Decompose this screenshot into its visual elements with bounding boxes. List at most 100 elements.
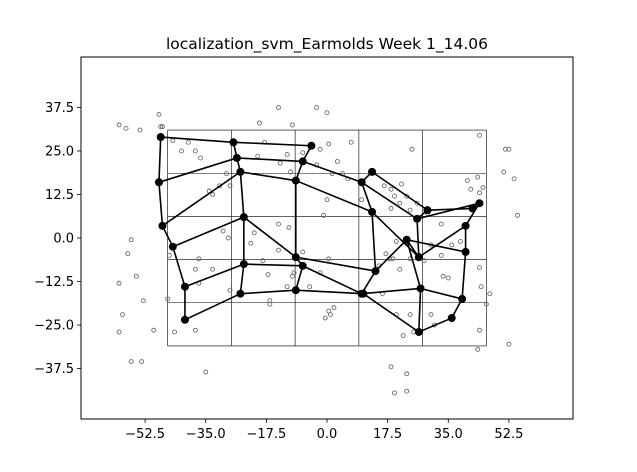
sample-point [286,225,292,231]
sample-point [506,341,512,347]
sample-point [475,174,481,180]
sample-point [192,327,198,333]
map-node [357,178,366,187]
sample-point [359,197,365,203]
map-node [291,176,300,185]
map-edge [416,218,420,258]
sample-point [483,301,489,307]
sample-point [407,207,413,213]
sample-point [307,284,313,290]
sample-point [414,200,420,206]
sample-point [477,265,482,271]
sample-point [227,183,233,189]
map-node [447,314,456,323]
map-edge [302,265,362,295]
map-node [475,199,484,208]
map-node [229,138,238,147]
map-nodes [154,133,484,336]
sample-point [137,127,143,133]
sample-point [277,160,283,166]
sample-point [397,200,403,206]
sample-point [284,152,290,157]
sample-point [265,272,271,277]
sample-point [381,183,387,189]
sample-point [251,230,257,236]
sample-point [326,256,332,262]
map-edge [371,211,377,272]
map-edge [161,171,241,227]
sample-point [477,327,482,333]
map-edge [361,287,421,295]
sample-point [388,205,394,211]
sample-point [224,171,229,177]
x-axis: −52.5 −35.0 −17.5 0.0 17.5 35.0 52.5 [125,419,523,442]
sample-point [276,221,281,227]
map-edge [236,157,303,163]
sample-point [404,388,410,394]
map-node [291,253,300,262]
map-edge [427,207,473,211]
sample-point [324,197,330,203]
sample-point [172,329,177,335]
sample-point [185,139,191,145]
map-edge [243,263,303,267]
plot-frame [80,56,574,420]
sample-point [276,105,281,110]
sample-point [478,284,484,290]
map-edge [371,171,428,211]
map-edge [464,202,481,227]
map-node [158,221,167,230]
map-node [298,157,307,166]
sample-point [140,298,146,304]
map-edge [184,263,245,288]
map-edge [295,289,364,295]
sample-point [409,146,415,152]
sample-point [128,359,134,365]
sample-point [317,146,323,152]
sample-point [399,181,404,187]
x-tick-label: 52.5 [494,427,523,442]
sample-point [324,110,330,116]
sample-point [289,122,295,128]
sample-point [300,150,306,156]
sample-point [407,312,413,318]
map-node [239,260,248,269]
x-tick-label: −52.5 [125,427,165,442]
sample-point [477,132,482,138]
sample-point [165,296,171,302]
map-node [368,167,377,176]
sample-point [227,287,233,293]
map-node [154,178,163,187]
sample-point [248,240,254,246]
map-edge [240,171,296,182]
map-edge [360,182,373,213]
sample-point [506,146,512,152]
map-edge [374,239,408,272]
sample-point [198,155,203,161]
map-node [236,167,245,176]
sample-point [133,273,139,279]
sample-point [255,153,261,159]
y-tick-label: −37.5 [34,362,74,377]
sample-point [288,169,294,175]
sample-point [388,186,394,192]
x-tick-label: 17.5 [373,427,402,442]
map-node [239,213,248,222]
sample-point [139,359,145,365]
sample-point [321,212,326,218]
sample-point [210,266,216,272]
map-edge [371,211,420,258]
sample-point [328,312,333,318]
sample-point [326,141,332,147]
sample-point [501,169,507,175]
map-node [414,253,423,262]
sample-points [116,105,521,396]
x-tick-label: 35.0 [434,427,463,442]
map-node [371,267,380,276]
map-edge [158,137,162,183]
sample-point [457,239,463,244]
sample-point [192,148,198,154]
y-axis: 37.5 25.0 12.5 0.0 −12.5 −25.0 −37.5 [34,101,81,377]
map-edge [295,265,304,291]
